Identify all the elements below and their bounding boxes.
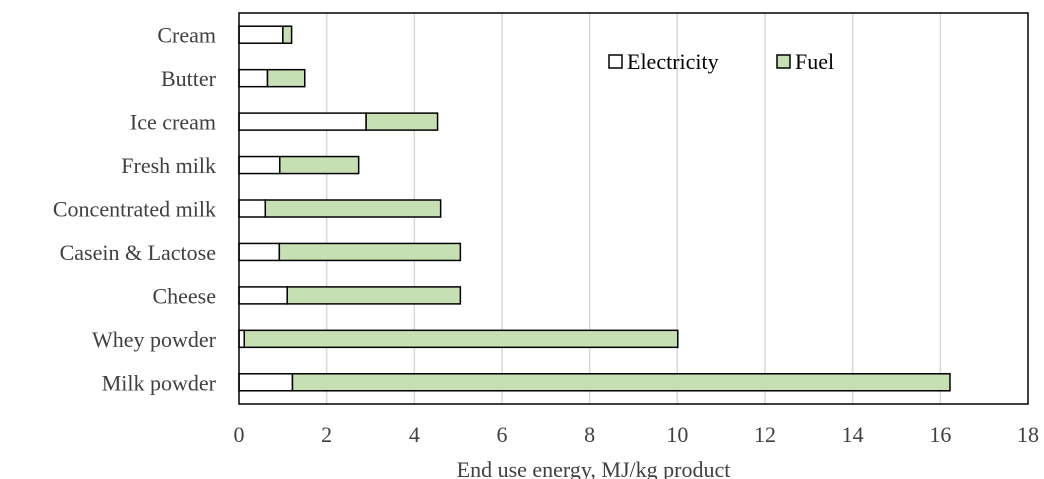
legend-swatch-fuel [776,54,791,69]
category-label: Cheese [152,283,216,308]
x-tick-label: 0 [234,422,245,447]
gridlines [325,13,942,404]
bar-fuel-ice-cream [365,112,439,131]
bar-electricity-cheese [238,286,288,305]
bar-fuel-whey-powder [243,329,679,349]
category-label: Butter [161,66,217,91]
bar-fuel-cheese [286,286,462,305]
bar-fuel-milk-powder [291,373,951,392]
x-tick-label: 6 [497,422,508,447]
bar-fuel-cream [282,25,293,44]
category-label: Concentrated milk [53,197,216,222]
plot-frame [238,12,1029,405]
bars [238,25,951,392]
x-tick-label: 2 [321,422,332,447]
category-label: Milk powder [102,370,217,395]
category-label: Ice cream [130,110,216,135]
bar-electricity-whey-powder [238,329,246,349]
legend-label-electricity: Electricity [627,49,719,74]
bar-fuel-fresh-milk [279,155,360,175]
bar-electricity-concentrated-milk [238,199,267,218]
category-label: Whey powder [92,327,217,352]
bar-fuel-concentrated-milk [264,199,442,218]
x-tick-label: 18 [1017,422,1039,447]
bar-electricity-ice-cream [238,112,367,131]
x-tick-label: 16 [929,422,951,447]
x-tick-label: 10 [666,422,688,447]
category-label: Cream [157,23,216,48]
x-tick-labels: 0 2 4 6 8 10 12 14 16 18 [234,422,1040,447]
x-tick-label: 12 [754,422,776,447]
legend: Electricity Fuel [608,49,834,74]
bar-electricity-fresh-milk [238,155,281,175]
bar-electricity-butter [238,68,269,88]
legend-label-fuel: Fuel [795,49,834,74]
legend-swatch-electricity [608,54,623,69]
x-axis-title: End use energy, MJ/kg product [457,457,731,479]
bar-electricity-cream [238,25,284,44]
bar-fuel-butter [266,68,306,88]
x-tick-label: 14 [842,422,864,447]
category-labels: Cream Butter Ice cream Fresh milk Concentrat… [53,23,217,396]
category-label: Casein & Lactose [60,240,216,265]
x-tick-label: 4 [409,422,420,447]
bar-electricity-casein-lactose [238,242,281,262]
bar-electricity-milk-powder [238,373,294,392]
category-label: Fresh milk [121,153,216,178]
x-tick-label: 8 [584,422,595,447]
bar-fuel-casein-lactose [278,242,462,262]
